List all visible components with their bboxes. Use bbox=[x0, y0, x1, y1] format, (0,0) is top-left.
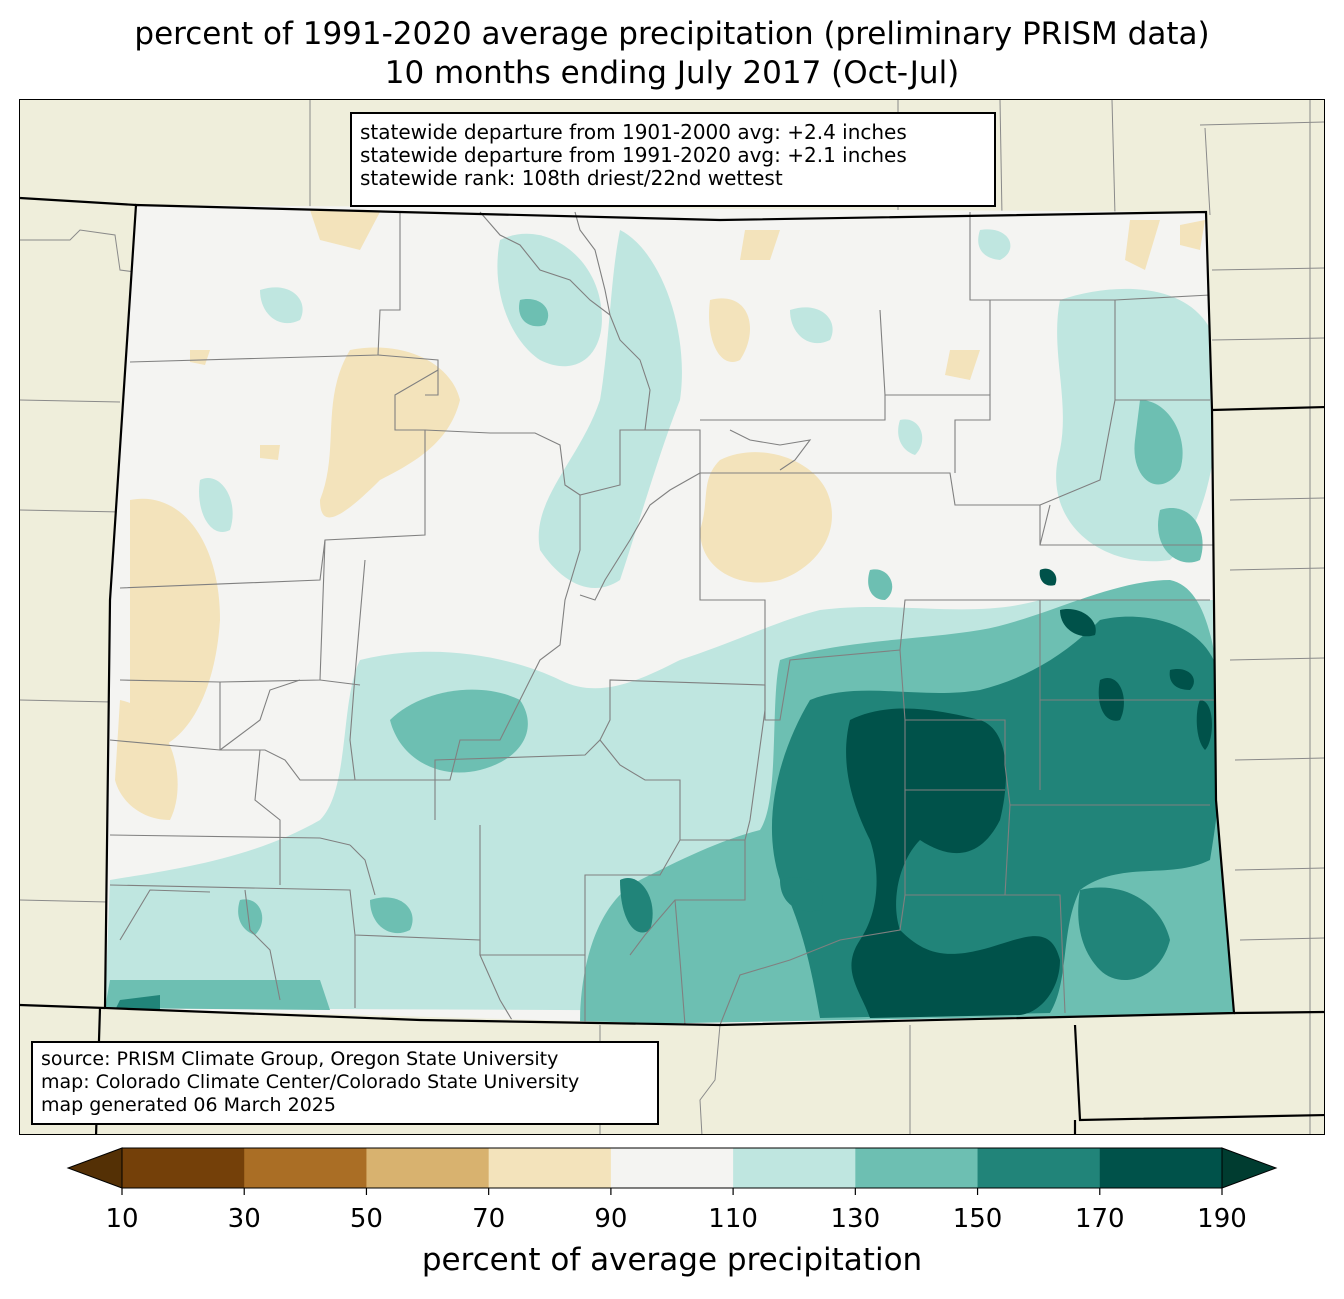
map-canvas bbox=[20, 100, 1324, 1134]
county-lines bbox=[109, 211, 1216, 1025]
colorbar-tick-label: 90 bbox=[594, 1204, 628, 1234]
colorbar-tick-label: 150 bbox=[952, 1204, 1003, 1234]
colorbar-tick-label: 70 bbox=[472, 1204, 506, 1234]
source-box: source: PRISM Climate Group, Oregon Stat… bbox=[31, 1041, 659, 1125]
colorbar-bin bbox=[977, 1148, 1101, 1188]
colorbar-border bbox=[121, 1147, 1223, 1189]
colorbar-tick-label: 190 bbox=[1197, 1204, 1247, 1234]
colorbar-bin bbox=[733, 1148, 856, 1188]
stats-line-2: statewide departure from 1991-2020 avg: … bbox=[360, 143, 907, 167]
map-title: percent of 1991-2020 average precipitati… bbox=[134, 16, 1210, 52]
source-line-3: map generated 06 March 2025 bbox=[41, 1094, 336, 1116]
stats-line-3: statewide rank: 108th driest/22nd wettes… bbox=[360, 166, 783, 190]
colorbar-tick-label: 130 bbox=[830, 1204, 881, 1234]
stats-line-1: statewide departure from 1901-2000 avg: … bbox=[360, 120, 907, 144]
precipitation-map bbox=[19, 99, 1325, 1135]
colorbar-tick-label: 10 bbox=[105, 1204, 139, 1234]
colorbar-label: percent of average precipitation bbox=[421, 1242, 923, 1278]
colorbar-bin bbox=[366, 1148, 490, 1188]
colorbar-tick-label: 50 bbox=[349, 1204, 383, 1234]
colorbar-bin bbox=[488, 1148, 612, 1188]
colorbar-extend-high bbox=[1221, 1147, 1278, 1189]
statewide-stats-box: statewide departure from 1901-2000 avg: … bbox=[350, 112, 996, 207]
colorbar-bin bbox=[610, 1148, 734, 1188]
colorbar-bin bbox=[122, 1148, 245, 1188]
colorbar bbox=[66, 1147, 1278, 1195]
class-170-190 bbox=[846, 568, 1212, 1018]
colorbar-tick-label: 170 bbox=[1074, 1204, 1125, 1234]
colorbar-bin bbox=[855, 1148, 979, 1188]
source-line-1: source: PRISM Climate Group, Oregon Stat… bbox=[41, 1048, 559, 1070]
colorbar-tick-label: 30 bbox=[227, 1204, 261, 1234]
class-70-90 bbox=[115, 210, 1205, 820]
colorbar-extend-low bbox=[66, 1147, 123, 1189]
colorbar-tick-label: 110 bbox=[708, 1204, 758, 1234]
colorbar-bin bbox=[1099, 1148, 1223, 1188]
map-subtitle: 10 months ending July 2017 (Oct-Jul) bbox=[384, 55, 960, 91]
source-line-2: map: Colorado Climate Center/Colorado St… bbox=[41, 1071, 580, 1093]
colorbar-bin bbox=[244, 1148, 367, 1188]
precipitation-field bbox=[105, 205, 1234, 1025]
